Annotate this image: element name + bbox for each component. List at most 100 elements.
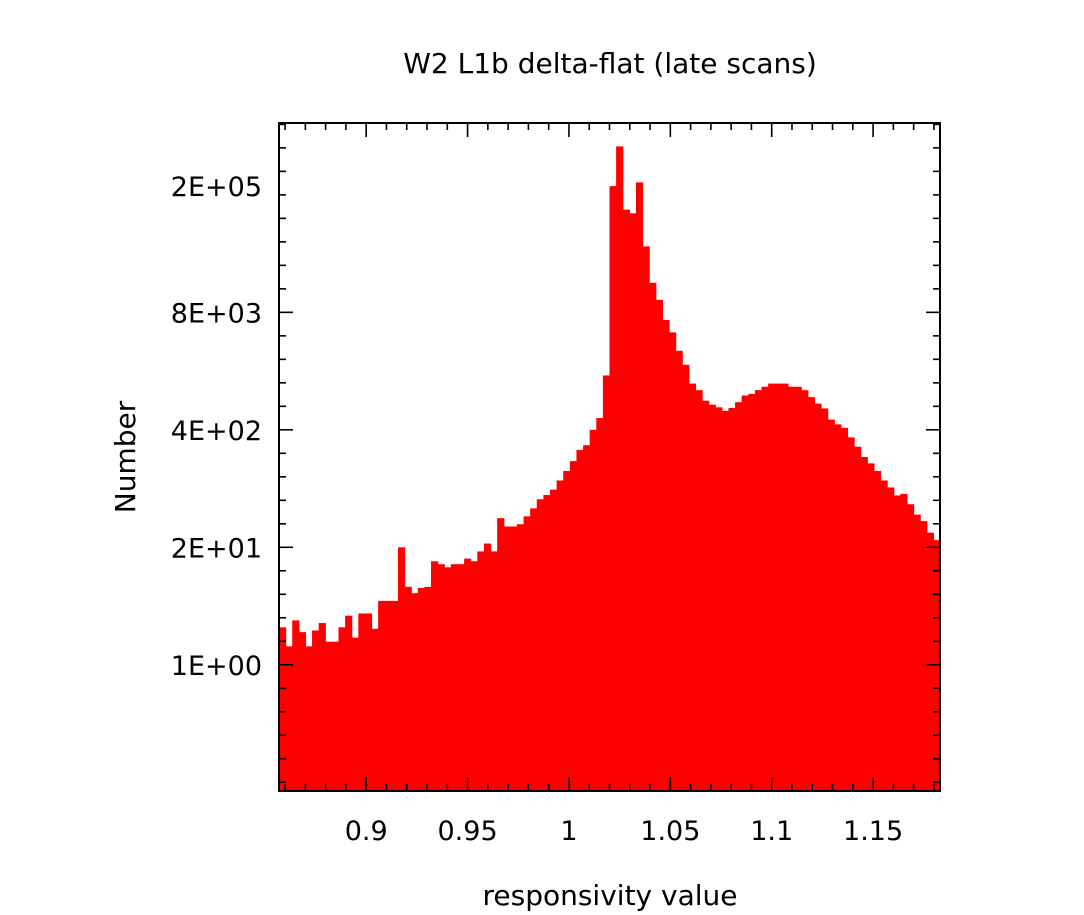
histogram-bar — [523, 516, 531, 791]
histogram-bar — [569, 461, 578, 791]
histogram-bar — [860, 457, 868, 791]
histogram-bar — [893, 495, 901, 791]
histogram-bar — [298, 632, 307, 791]
histogram-bar — [807, 397, 816, 791]
histogram-bar — [887, 487, 895, 791]
histogram-bar — [279, 627, 287, 791]
histogram-bar — [622, 209, 630, 791]
x-axis-label: responsivity value — [482, 879, 737, 912]
y-tick-label: 1E+00 — [171, 651, 262, 682]
histogram-bar — [450, 564, 459, 791]
histogram-bar — [913, 514, 921, 791]
histogram-bar — [312, 630, 320, 791]
histogram-bar — [411, 593, 419, 791]
histogram-bar — [642, 246, 650, 791]
histogram-bar — [543, 494, 551, 791]
histogram-bar — [490, 551, 498, 791]
y-axis-label: Number — [109, 400, 142, 513]
histogram-bar — [821, 408, 829, 791]
histogram-bar — [338, 627, 346, 791]
histogram-bar — [397, 547, 406, 791]
histogram-bar — [708, 404, 716, 791]
histogram-bar — [583, 445, 591, 791]
histogram-bar — [900, 493, 908, 791]
histogram-bar — [364, 613, 373, 791]
histogram-bar — [840, 427, 849, 791]
histogram-bar — [464, 558, 472, 791]
histogram-bar — [503, 526, 511, 791]
histogram-bar — [741, 395, 749, 791]
y-tick-label: 2E+01 — [171, 533, 262, 564]
histogram-bar — [768, 383, 776, 791]
histogram-bar — [675, 350, 683, 791]
histogram-bar — [735, 402, 743, 791]
histogram-bar — [477, 551, 485, 791]
histogram-bar — [285, 646, 293, 791]
histogram-bar — [814, 403, 822, 791]
histogram-bar — [378, 600, 386, 791]
histogram-bar — [444, 567, 452, 791]
histogram-bar — [483, 543, 492, 791]
histogram-bar — [794, 386, 802, 791]
histogram-bar — [576, 449, 584, 791]
histogram-bar — [470, 561, 478, 791]
histogram-bar — [616, 146, 624, 791]
histogram-bar — [774, 383, 782, 791]
histogram-bar — [867, 463, 875, 791]
histogram-bar — [787, 386, 796, 791]
histogram-bar — [754, 390, 763, 791]
histogram-bar — [457, 564, 465, 791]
histogram-bar — [695, 390, 703, 791]
histogram-bar — [715, 407, 723, 791]
x-axis-tick-labels: 0.9 0.95 1 1.05 1.1 1.15 — [345, 816, 903, 847]
bars — [279, 146, 941, 792]
histogram-bar — [880, 480, 888, 791]
histogram-bar — [318, 623, 326, 791]
histogram-bar — [801, 390, 809, 791]
histogram-bar — [417, 587, 426, 791]
y-tick-label: 4E+02 — [171, 416, 262, 447]
histogram-bar — [761, 386, 769, 791]
x-tick-label: 1.15 — [843, 816, 903, 847]
histogram-bar — [345, 615, 353, 791]
histogram-bar — [431, 561, 439, 791]
tick-marks — [279, 123, 940, 791]
histogram-bar — [530, 508, 538, 791]
histogram-bar — [649, 282, 657, 791]
histogram-bar — [404, 586, 412, 791]
x-tick-label: 1.1 — [750, 816, 793, 847]
histogram-bar — [906, 504, 915, 791]
histogram-bar — [655, 299, 663, 791]
histogram-bar — [371, 628, 379, 791]
histogram-bar — [854, 446, 862, 791]
histogram-bar — [748, 393, 756, 791]
histogram-bar — [629, 213, 637, 792]
x-tick-label: 0.9 — [345, 816, 388, 847]
histogram-bar — [635, 182, 644, 791]
histogram-bar — [563, 470, 571, 791]
histogram-bar — [781, 383, 789, 791]
histogram-bar — [358, 613, 366, 791]
y-axis-tick-labels: 1E+00 2E+01 4E+02 8E+03 2E+05 — [171, 172, 262, 682]
histogram-bar — [688, 383, 697, 791]
histogram-bar — [668, 332, 677, 791]
histogram-bar — [556, 480, 564, 791]
histogram-bar — [351, 637, 359, 791]
histogram-bar — [602, 375, 611, 791]
chart-title: W2 L1b delta-flat (late scans) — [403, 47, 817, 80]
histogram-bar — [920, 521, 928, 791]
histogram-bar — [827, 419, 835, 791]
histogram-bar — [391, 600, 399, 791]
histogram-bar — [721, 410, 730, 791]
x-tick-label: 1.05 — [640, 816, 700, 847]
x-tick-label: 1 — [560, 816, 577, 847]
histogram-bar — [497, 518, 505, 791]
histogram-bar — [847, 437, 855, 791]
histogram-bar — [596, 418, 604, 791]
histogram-bar — [536, 499, 544, 791]
histogram-bar — [510, 526, 518, 791]
histogram-bar — [305, 646, 313, 791]
histogram-bar — [384, 600, 392, 791]
